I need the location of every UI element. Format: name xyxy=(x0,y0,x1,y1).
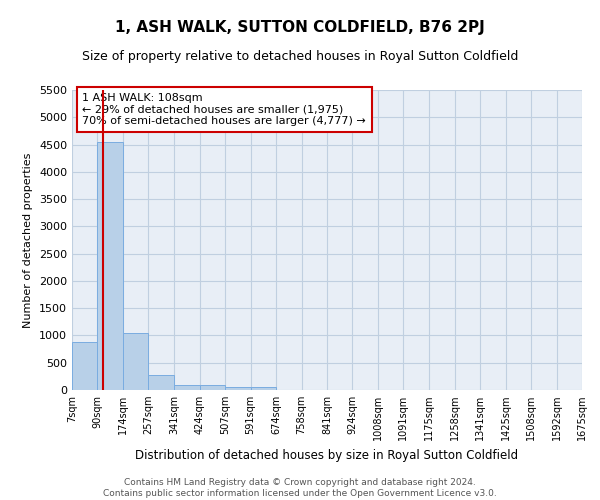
Bar xyxy=(251,387,276,390)
Bar xyxy=(72,342,97,390)
X-axis label: Distribution of detached houses by size in Royal Sutton Coldfield: Distribution of detached houses by size … xyxy=(136,448,518,462)
Bar xyxy=(174,385,199,390)
Bar xyxy=(148,374,174,390)
Text: 1, ASH WALK, SUTTON COLDFIELD, B76 2PJ: 1, ASH WALK, SUTTON COLDFIELD, B76 2PJ xyxy=(115,20,485,35)
Bar xyxy=(199,385,225,390)
Text: 1 ASH WALK: 108sqm
← 29% of detached houses are smaller (1,975)
70% of semi-deta: 1 ASH WALK: 108sqm ← 29% of detached hou… xyxy=(82,93,366,126)
Bar xyxy=(225,387,251,390)
Bar xyxy=(97,142,123,390)
Text: Size of property relative to detached houses in Royal Sutton Coldfield: Size of property relative to detached ho… xyxy=(82,50,518,63)
Text: Contains HM Land Registry data © Crown copyright and database right 2024.
Contai: Contains HM Land Registry data © Crown c… xyxy=(103,478,497,498)
Bar xyxy=(123,332,148,390)
Y-axis label: Number of detached properties: Number of detached properties xyxy=(23,152,34,328)
